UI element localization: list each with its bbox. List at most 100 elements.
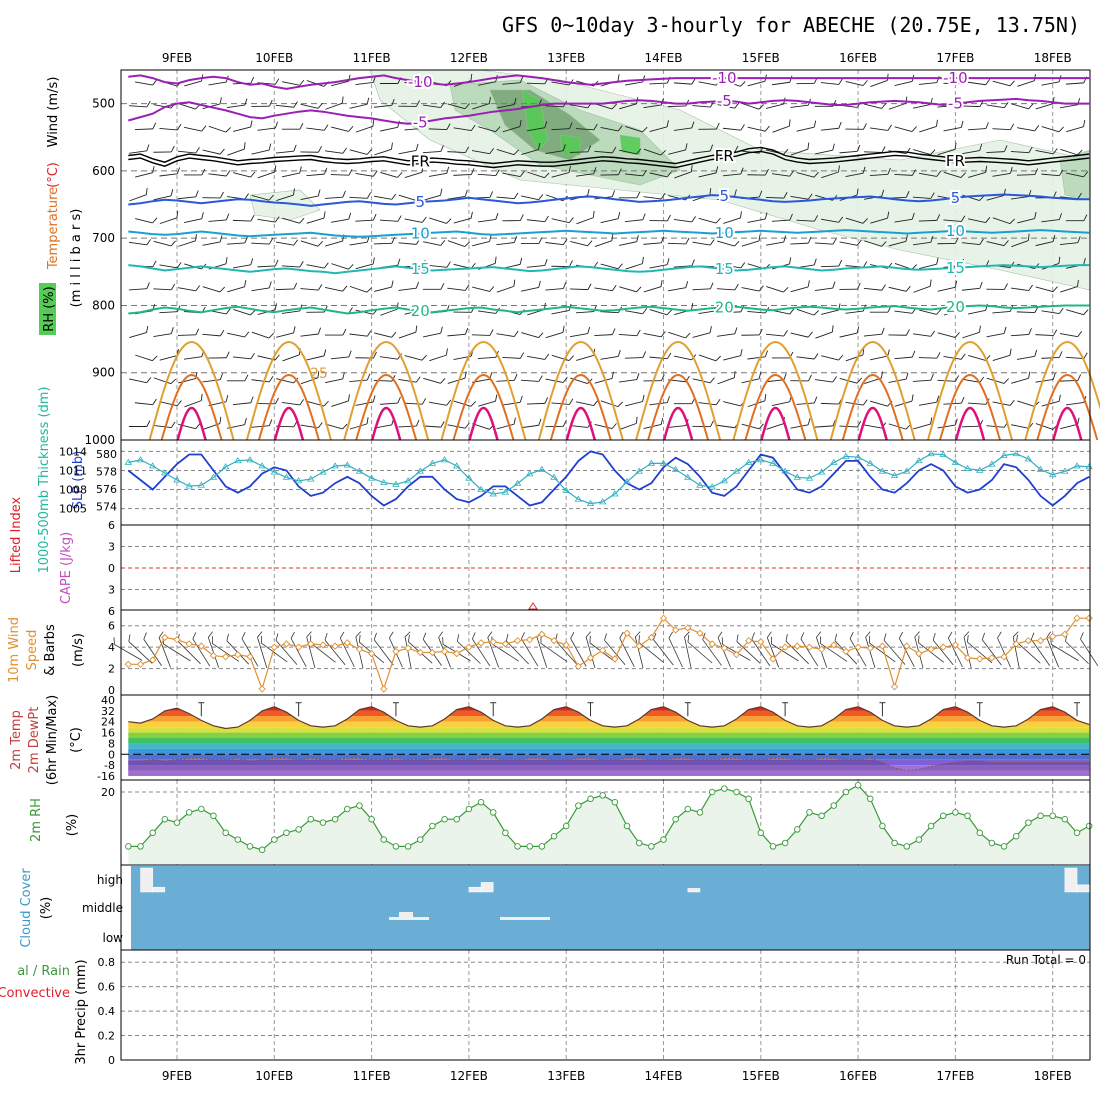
wind-barb — [1016, 349, 1038, 360]
thickness-marker — [562, 486, 570, 493]
wind-barb — [937, 237, 959, 245]
wind-barb — [275, 101, 298, 108]
wind-barb — [961, 238, 984, 245]
wind-barb — [986, 145, 1008, 154]
thickness-label: 1000-500mb Thickness (dm) — [37, 386, 52, 573]
wind-barb — [398, 281, 420, 291]
li-tick: 0 — [108, 562, 115, 575]
wind-barb — [153, 327, 174, 337]
wind10-barb — [751, 632, 771, 666]
wind-barb — [673, 216, 696, 223]
upper-air-panel: 500 600 700 800 900 1000 -10 -10 -10 -5 -5 -5 FR FR FR… — [84, 67, 1100, 447]
wind-barb — [912, 192, 935, 199]
wind-barb — [208, 125, 232, 133]
wind-barb — [673, 78, 696, 85]
isotherm-label: 5 — [720, 187, 730, 205]
wind-barb — [992, 217, 1016, 225]
wind-barb — [894, 350, 916, 360]
slp-tick: 1011 — [59, 464, 87, 477]
speed-label: Speed — [25, 630, 40, 671]
lifted-index-chart: 6 3 0 3 6 — [108, 519, 1090, 618]
wind-barb — [771, 213, 793, 222]
wind-barb — [178, 234, 197, 247]
isotherm-line — [128, 264, 1090, 275]
thickness-marker — [526, 470, 534, 477]
isotherm-label: 15 — [715, 260, 734, 278]
thickness-marker — [1024, 455, 1033, 462]
wind10-panel-labels: 10m Wind Speed & Barbs (m/s) — [7, 617, 86, 683]
pressure-tick-label: 800 — [92, 298, 115, 312]
wind10-marker — [1073, 614, 1081, 622]
thickness-marker — [538, 465, 546, 472]
wind-barb — [723, 211, 742, 224]
wind-barb — [1041, 394, 1061, 407]
bottom-date-label: 16FEB — [839, 1069, 877, 1083]
wind-barb — [741, 328, 763, 336]
wind10-barb — [404, 631, 412, 669]
wind-barb — [619, 416, 638, 431]
rh2m-marker — [1073, 829, 1081, 837]
wind-barb — [1041, 75, 1062, 86]
thickness-marker — [842, 452, 850, 459]
wind-barb — [331, 394, 350, 407]
thickness-marker — [319, 468, 327, 475]
thickness-marker — [185, 482, 193, 489]
temp-tick: -8 — [104, 759, 115, 772]
wind-barb — [281, 122, 304, 130]
wind10-barb — [820, 636, 848, 662]
wind10-barb — [948, 631, 963, 668]
wind-barb — [545, 238, 568, 246]
wind-barb — [723, 80, 746, 87]
wind-barb — [649, 171, 672, 178]
rh2m-marker — [757, 829, 765, 837]
wind10-marker — [574, 662, 582, 671]
wind10-marker — [124, 660, 132, 668]
wind-barb — [943, 120, 964, 132]
thickness-marker — [258, 462, 266, 469]
rh2m-marker — [538, 843, 546, 850]
top-date-label: 11FEB — [353, 51, 391, 65]
wind-barb — [1066, 120, 1086, 133]
wind-barb — [870, 349, 890, 361]
wind-barb — [600, 263, 623, 270]
wind-barb — [992, 123, 1015, 131]
wind10-barb — [770, 636, 799, 662]
rh2m-marker — [623, 822, 631, 830]
wind-barb — [765, 192, 788, 199]
wind-barb — [349, 330, 372, 337]
wind-barb — [961, 281, 983, 291]
wind-barb — [673, 397, 696, 405]
rh2m-marker — [915, 836, 923, 843]
wind-barb — [943, 353, 966, 360]
wind-barb — [300, 102, 323, 109]
wind-barb — [325, 372, 345, 384]
wind-barb — [447, 371, 467, 384]
thickness-marker — [720, 477, 729, 484]
wind-barb — [692, 282, 714, 291]
wind-barb — [184, 393, 203, 408]
wind-barb — [747, 350, 769, 360]
wind-barb — [766, 97, 786, 109]
wind-barb — [202, 286, 225, 293]
rh2m-marker — [842, 788, 850, 796]
wind-barb — [502, 76, 524, 85]
cloud-cover-chart: high middle low — [82, 866, 1090, 950]
thickness-marker — [927, 449, 935, 457]
wind-barb — [600, 400, 624, 408]
thickness-marker — [331, 462, 339, 469]
wind-barb — [796, 215, 819, 222]
wind10-marker — [830, 641, 838, 649]
wind-barb — [496, 236, 518, 246]
wind-barb — [184, 212, 204, 224]
wind-barb — [355, 257, 375, 270]
isotherm-loop — [549, 373, 612, 441]
wind-barb — [159, 211, 179, 225]
wind10-marker — [854, 643, 862, 651]
wind-barb — [374, 280, 394, 292]
wind10-marker — [732, 651, 741, 659]
dewpt-band — [128, 759, 1090, 766]
wind-barb — [943, 215, 966, 222]
wind10-marker — [428, 648, 437, 657]
wind10-barb — [634, 631, 644, 669]
wind-barb — [698, 354, 722, 362]
